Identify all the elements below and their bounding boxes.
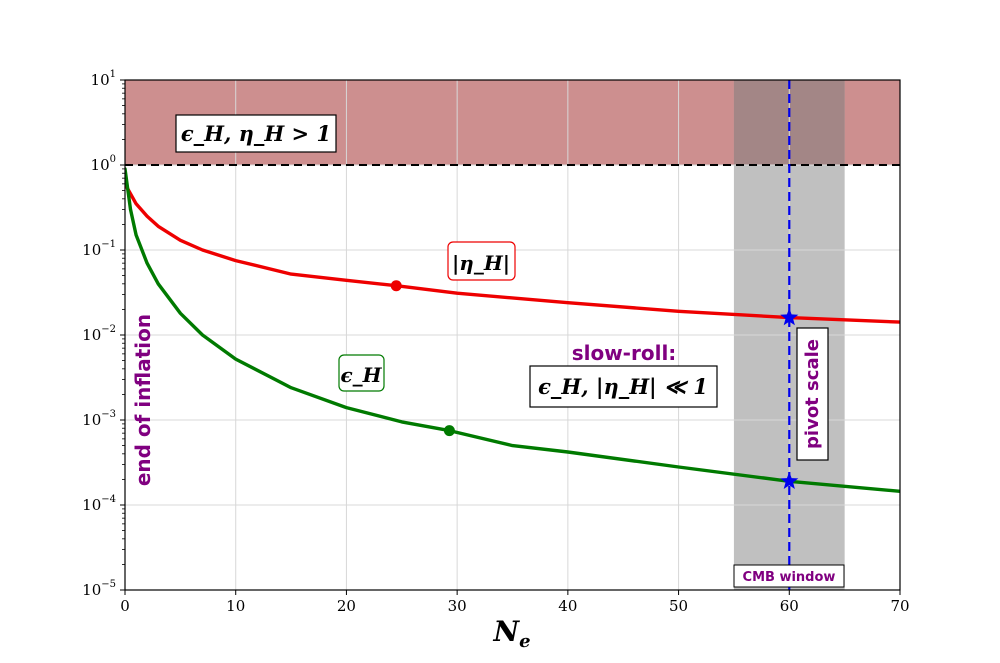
pivot-scale-annotation: pivot scale xyxy=(796,327,829,461)
slow-roll-annotation: slow-roll: ϵ_H, |η_H| ≪ 1 xyxy=(529,341,718,408)
y-tick-label: 10−1 xyxy=(82,239,116,259)
marker-dot xyxy=(390,280,402,292)
marker-dot xyxy=(443,425,455,437)
end-of-inflation-label: end of inflation xyxy=(131,314,155,486)
x-tick-label: 40 xyxy=(558,597,577,615)
fast-roll-box xyxy=(175,114,337,153)
cmb-window-box xyxy=(733,564,845,588)
y-tick-label: 10−4 xyxy=(82,494,116,514)
pivot-scale-box xyxy=(796,327,829,461)
y-tick-label: 10−5 xyxy=(82,579,116,599)
eps-series-label: ϵ_H xyxy=(338,354,385,392)
pivot-scale-label: pivot scale xyxy=(802,339,823,449)
fast-roll-annotation: ϵ_H, η_H > 1 xyxy=(175,114,337,153)
y-tick-label: 101 xyxy=(91,69,116,89)
slow-roll-condition: ϵ_H, |η_H| ≪ 1 xyxy=(538,374,708,399)
eta-label-box xyxy=(447,241,516,281)
x-tick-label: 70 xyxy=(890,597,909,615)
x-tick-label: 30 xyxy=(448,597,467,615)
marker-star xyxy=(780,471,799,489)
eps-label-box xyxy=(338,354,385,392)
eta-series-label: |η_H| xyxy=(447,241,516,281)
slow-roll-box xyxy=(529,365,718,408)
marker-star xyxy=(780,308,799,326)
slow-roll-title: slow-roll: xyxy=(572,341,677,365)
y-tick-label: 10−3 xyxy=(82,409,116,429)
cmb-window-label: CMB window xyxy=(743,570,836,585)
y-tick-label: 100 xyxy=(91,154,116,174)
series-eta-line xyxy=(125,182,900,324)
series-eps-line xyxy=(125,167,900,493)
x-axis-label: Ne xyxy=(492,615,530,652)
x-tick-label: 60 xyxy=(780,597,799,615)
cmb-window-annotation: CMB window xyxy=(733,564,845,588)
x-tick-label: 50 xyxy=(669,597,688,615)
x-tick-label: 0 xyxy=(120,597,130,615)
fast-roll-label: ϵ_H, η_H > 1 xyxy=(181,121,331,146)
x-tick-label: 10 xyxy=(226,597,245,615)
x-axis-label-sub: e xyxy=(519,631,530,652)
x-tick-label: 20 xyxy=(337,597,356,615)
y-tick-label: 10−2 xyxy=(82,324,116,344)
eta-label-text: |η_H| xyxy=(452,251,510,275)
eps-label-text: ϵ_H xyxy=(340,363,382,387)
